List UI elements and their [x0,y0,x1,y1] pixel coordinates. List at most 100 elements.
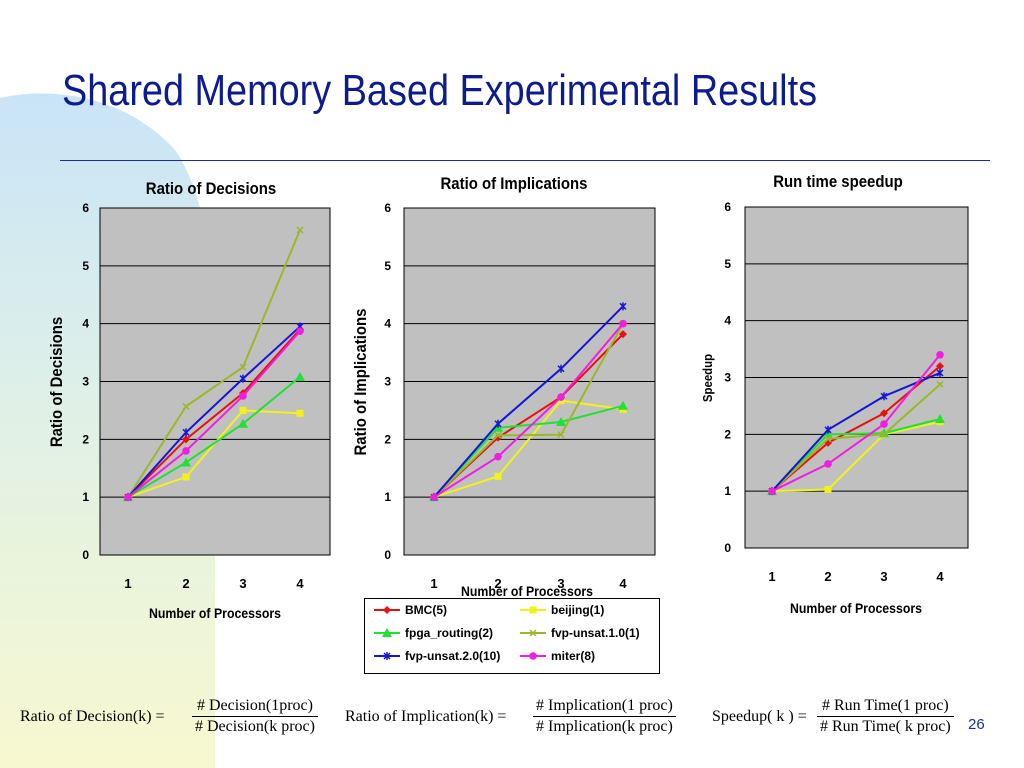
data-point [238,418,248,428]
series-line [433,404,624,498]
y-tick-label: 0 [82,548,89,562]
data-point [557,393,565,401]
y-tick-label: 6 [82,201,89,215]
data-point [239,392,247,400]
decision-formula-lhs: Ratio of Decision(k) = [20,708,165,725]
data-point [824,485,832,493]
data-point [557,431,565,439]
data-point [182,447,190,455]
legend-swatch [520,652,546,660]
data-point [880,420,888,428]
data-point [824,460,832,468]
slide-title: Shared Memory Based Experimental Results [62,66,818,115]
y-tick-label: 4 [724,314,731,328]
legend-label: fvp-unsat.1.0(1) [551,626,640,640]
y-axis-label: Ratio of Implications [352,308,370,455]
legend-swatch-marker [383,652,391,660]
legend-swatch-marker [529,652,537,660]
x-tick-label: 3 [557,576,564,591]
y-tick-label: 6 [724,200,731,214]
y-axis-label: Ratio of Decisions [48,317,66,447]
data-point [182,473,190,481]
legend-item: fvp-unsat.2.0(10) [373,649,500,663]
data-point [124,493,132,501]
data-point [936,362,944,371]
legend-swatch-marker [529,606,537,614]
speedup-formula-lhs: Speedup( k ) = [712,708,807,725]
y-tick-label: 5 [724,257,731,271]
implication-formula: Ratio of Implication(k) = # Implication(… [345,697,705,745]
legend-label: fpga_routing(2) [405,626,493,640]
x-tick-label: 4 [936,569,944,584]
implication-formula-lhs: Ratio of Implication(k) = [345,708,507,725]
chart-title: Ratio of Decisions [146,180,276,198]
x-tick-label: 1 [430,576,437,591]
decision-formula-numerator: # Decision(1proc) [192,697,318,717]
speedup-formula-denominator: # Run Time( k proc) [820,718,951,735]
data-point [494,419,502,428]
x-tick-label: 4 [296,576,304,591]
series-line [771,418,941,492]
chart-title: Run time speedup [773,173,903,191]
series-line [771,420,941,493]
y-tick-label: 2 [82,432,89,446]
x-tick-label: 2 [182,576,189,591]
series-line [127,325,301,498]
legend-item: miter(8) [519,649,595,663]
decision-formula: Ratio of Decision(k) = # Decision(1proc)… [20,697,340,745]
data-point [880,392,888,401]
data-point [824,425,832,434]
series-line [433,399,624,499]
legend-swatch [374,606,400,614]
chart-legend: BMC(5) beijing(1) fpga_routing(2) fvp-unsat… [364,598,660,674]
x-tick-label: 2 [494,576,501,591]
legend-swatch [520,606,546,614]
x-axis-label: Number of Processors [790,600,922,616]
data-point [239,363,247,371]
series-line [127,376,301,499]
data-point [430,493,438,501]
data-point [182,435,190,444]
legend-label: beijing(1) [551,603,605,617]
y-tick-label: 0 [384,548,391,562]
data-point [768,487,776,495]
x-tick-label: 3 [880,569,887,584]
y-tick-label: 1 [384,490,391,504]
legend-item: fpga_routing(2) [373,626,493,640]
series-line [771,372,941,492]
y-tick-label: 5 [82,259,89,273]
speedup-formula-numerator: # Run Time(1 proc) [817,697,954,717]
y-tick-label: 6 [384,201,391,215]
y-tick-label: 4 [82,317,89,331]
data-point [296,409,304,417]
data-point [494,431,502,439]
data-point [494,472,502,480]
legend-label: BMC(5) [405,603,447,617]
data-point [295,371,305,381]
data-point [936,380,944,388]
speedup-formula: Speedup( k ) = # Run Time(1 proc) # Run … [712,697,972,745]
y-tick-label: 2 [724,427,731,441]
legend-label: miter(8) [551,649,596,663]
data-point [619,302,627,311]
data-point [182,428,190,437]
y-axis-label: Speedup [700,354,715,402]
data-point [880,409,888,418]
y-tick-label: 2 [384,432,391,446]
decision-formula-denominator: # Decision(k proc) [195,718,315,735]
page-number: 26 [968,716,985,733]
legend-swatch-marker [529,629,537,637]
y-tick-label: 1 [724,484,731,498]
series-line [127,328,301,498]
x-tick-label: 1 [768,569,775,584]
title-divider [60,160,990,161]
data-point [556,416,566,426]
data-point [936,368,944,377]
data-point [239,406,247,414]
series-line [433,305,624,498]
x-tick-label: 3 [239,576,246,591]
legend-item: fvp-unsat.1.0(1) [519,626,640,640]
x-tick-label: 2 [824,569,831,584]
